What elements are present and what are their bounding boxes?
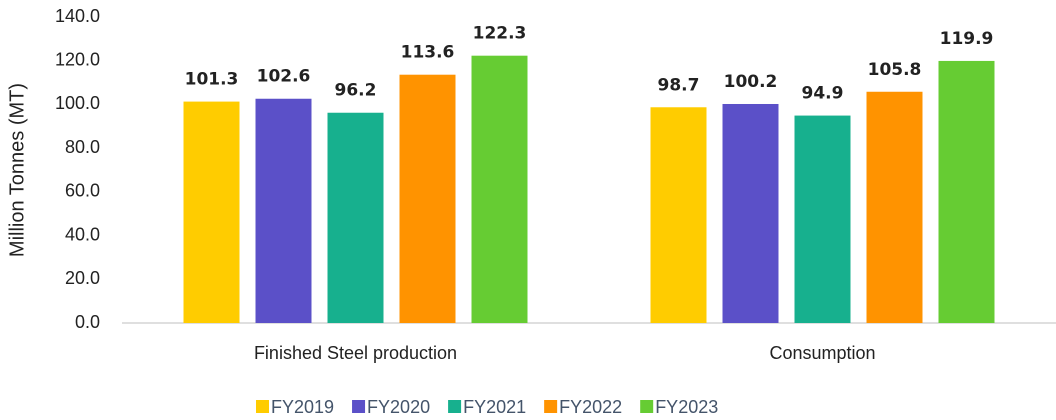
y-axis-label: Million Tonnes (MT) xyxy=(6,83,28,257)
value-label: 94.9 xyxy=(802,84,844,104)
legend-label: FY2021 xyxy=(463,397,526,417)
y-tick-label: 20.0 xyxy=(65,268,100,288)
bar xyxy=(399,74,456,324)
y-tick-label: 60.0 xyxy=(65,181,100,201)
legend-swatch xyxy=(448,400,462,413)
value-label: 96.2 xyxy=(335,81,377,101)
x-tick-label: Consumption xyxy=(769,343,875,363)
y-tick-label: 0.0 xyxy=(75,312,100,332)
value-label: 105.8 xyxy=(868,60,922,80)
bar xyxy=(327,112,384,323)
bar xyxy=(471,55,528,324)
legend-swatch xyxy=(256,400,269,413)
value-label: 102.6 xyxy=(257,67,311,87)
legend-swatch xyxy=(640,400,654,413)
bar xyxy=(183,101,240,323)
bar xyxy=(794,115,851,323)
legend-swatch xyxy=(352,400,366,413)
legend-swatch xyxy=(544,400,558,413)
y-tick-label: 140.0 xyxy=(55,6,100,26)
value-label: 113.6 xyxy=(401,43,455,63)
y-tick-label: 100.0 xyxy=(55,93,100,113)
x-tick-label: Finished Steel production xyxy=(254,343,457,363)
bar xyxy=(866,91,923,323)
bar xyxy=(255,98,312,323)
y-tick-label: 40.0 xyxy=(65,224,100,244)
bar xyxy=(938,60,995,323)
legend-label: FY2023 xyxy=(655,397,718,417)
legend-label: FY2019 xyxy=(271,397,334,417)
bar xyxy=(650,107,707,324)
bar xyxy=(722,103,779,324)
legend-label: FY2020 xyxy=(367,397,430,417)
y-tick-label: 80.0 xyxy=(65,137,100,157)
value-label: 119.9 xyxy=(940,29,994,49)
value-label: 100.2 xyxy=(724,72,778,92)
value-label: 122.3 xyxy=(473,24,527,44)
value-label: 98.7 xyxy=(658,75,700,95)
value-label: 101.3 xyxy=(185,70,239,90)
y-tick-label: 120.0 xyxy=(55,49,100,69)
legend-label: FY2022 xyxy=(559,397,622,417)
